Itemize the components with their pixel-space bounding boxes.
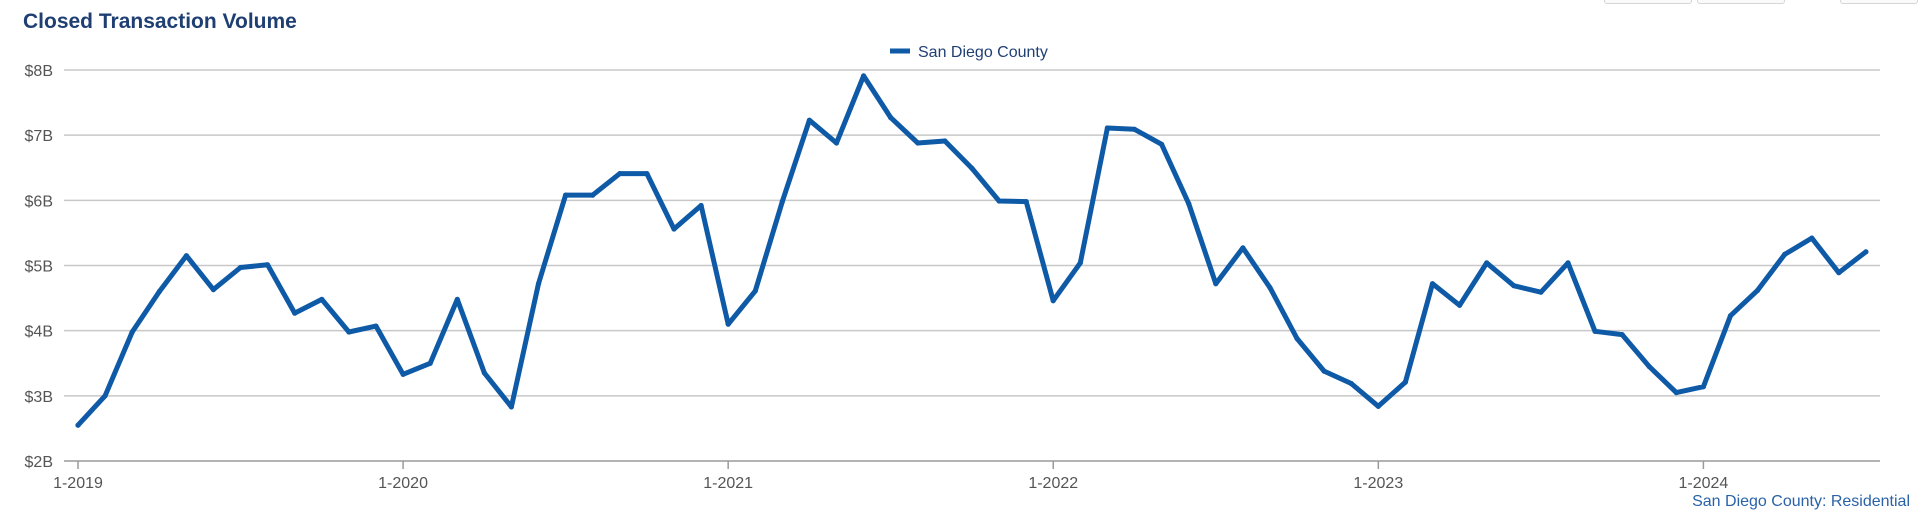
data-point[interactable]	[590, 192, 596, 198]
data-point[interactable]	[1592, 328, 1598, 334]
x-tick-label: 1-2020	[378, 475, 428, 492]
data-point[interactable]	[373, 323, 379, 329]
data-point[interactable]	[1484, 260, 1490, 266]
data-point[interactable]	[1673, 390, 1679, 396]
legend-label: San Diego County	[918, 44, 1048, 61]
data-point[interactable]	[833, 140, 840, 146]
data-point[interactable]	[1863, 249, 1869, 255]
data-point[interactable]	[1294, 335, 1300, 342]
data-point[interactable]	[1700, 384, 1706, 390]
x-axis-ticks: 1-2019 1-2020 1-2021 1-2022 1-2023 1-2024	[53, 461, 1728, 492]
toolbar-tab[interactable]	[1840, 0, 1918, 4]
data-point[interactable]	[563, 192, 569, 198]
data-point[interactable]	[671, 226, 677, 232]
toolbar-tab[interactable]	[1697, 0, 1785, 4]
data-point[interactable]	[1836, 270, 1842, 276]
data-point[interactable]	[237, 264, 244, 271]
y-tick-label: $4B	[25, 324, 53, 341]
data-point[interactable]	[888, 115, 894, 121]
data-point[interactable]	[292, 310, 298, 316]
data-point[interactable]	[183, 253, 189, 259]
data-point[interactable]	[617, 171, 623, 177]
data-point[interactable]	[725, 321, 731, 327]
data-point[interactable]	[1213, 281, 1219, 287]
series-layer	[75, 73, 1869, 428]
x-tick-label: 1-2022	[1028, 475, 1078, 492]
legend[interactable]: San Diego County	[890, 44, 1048, 61]
data-point[interactable]	[1727, 313, 1734, 319]
data-point[interactable]	[129, 329, 135, 335]
data-point[interactable]	[1131, 126, 1138, 132]
data-point[interactable]	[319, 296, 325, 302]
data-point[interactable]	[1186, 201, 1192, 207]
data-point[interactable]	[1809, 235, 1815, 241]
data-point[interactable]	[861, 73, 867, 79]
grid-lines	[64, 69, 1880, 462]
x-tick-label: 1-2019	[53, 475, 103, 492]
data-point[interactable]	[427, 360, 433, 366]
data-point[interactable]	[1321, 368, 1327, 374]
data-point[interactable]	[1159, 141, 1165, 147]
x-tick-label: 1-2023	[1353, 475, 1403, 492]
data-point[interactable]	[1077, 260, 1083, 266]
data-point[interactable]	[481, 370, 487, 376]
x-tick-label: 1-2021	[703, 475, 753, 492]
toolbar-tab[interactable]	[1604, 0, 1692, 4]
data-point[interactable]	[1511, 283, 1517, 289]
data-point[interactable]	[1023, 199, 1029, 205]
data-point[interactable]	[265, 262, 271, 268]
data-point[interactable]	[1348, 380, 1354, 387]
data-point[interactable]	[942, 138, 948, 144]
data-point[interactable]	[698, 202, 704, 209]
data-point[interactable]	[1782, 251, 1788, 257]
data-point[interactable]	[1240, 245, 1246, 251]
data-point[interactable]	[1375, 403, 1381, 409]
chart-title: Closed Transaction Volume	[23, 10, 297, 33]
data-point[interactable]	[806, 117, 813, 123]
data-point[interactable]	[75, 422, 81, 428]
data-point[interactable]	[1457, 302, 1463, 308]
y-tick-label: $2B	[25, 454, 53, 471]
data-point[interactable]	[1267, 285, 1273, 291]
data-point[interactable]	[779, 199, 785, 205]
y-tick-label: $5B	[25, 259, 53, 276]
data-point[interactable]	[1538, 289, 1544, 295]
data-point[interactable]	[644, 171, 650, 177]
data-point[interactable]	[1402, 379, 1408, 385]
data-point[interactable]	[996, 198, 1002, 204]
data-point[interactable]	[915, 140, 921, 146]
data-point[interactable]	[156, 289, 162, 295]
y-tick-label: $3B	[25, 389, 53, 406]
y-axis-ticks: $2B $3B $4B $5B $6B $7B $8B	[25, 63, 53, 471]
data-point[interactable]	[535, 281, 542, 287]
data-point[interactable]	[1565, 260, 1571, 266]
data-point[interactable]	[1429, 281, 1436, 287]
data-point[interactable]	[508, 404, 514, 410]
data-point[interactable]	[969, 165, 975, 171]
data-point[interactable]	[210, 287, 216, 293]
data-point[interactable]	[102, 393, 108, 399]
data-point[interactable]	[1646, 363, 1652, 370]
data-point[interactable]	[1755, 287, 1761, 293]
data-point[interactable]	[1104, 125, 1110, 131]
data-point[interactable]	[454, 296, 460, 302]
y-tick-label: $7B	[25, 128, 53, 145]
data-point[interactable]	[1619, 332, 1625, 338]
y-tick-label: $8B	[25, 63, 53, 80]
x-tick-label: 1-2024	[1678, 475, 1728, 492]
data-point[interactable]	[1050, 298, 1056, 304]
source-note: San Diego County: Residential	[1692, 493, 1910, 510]
data-point[interactable]	[752, 288, 758, 294]
y-tick-label: $6B	[25, 193, 53, 210]
data-point[interactable]	[346, 329, 352, 335]
series-line[interactable]	[75, 73, 1869, 428]
data-point[interactable]	[400, 371, 406, 377]
